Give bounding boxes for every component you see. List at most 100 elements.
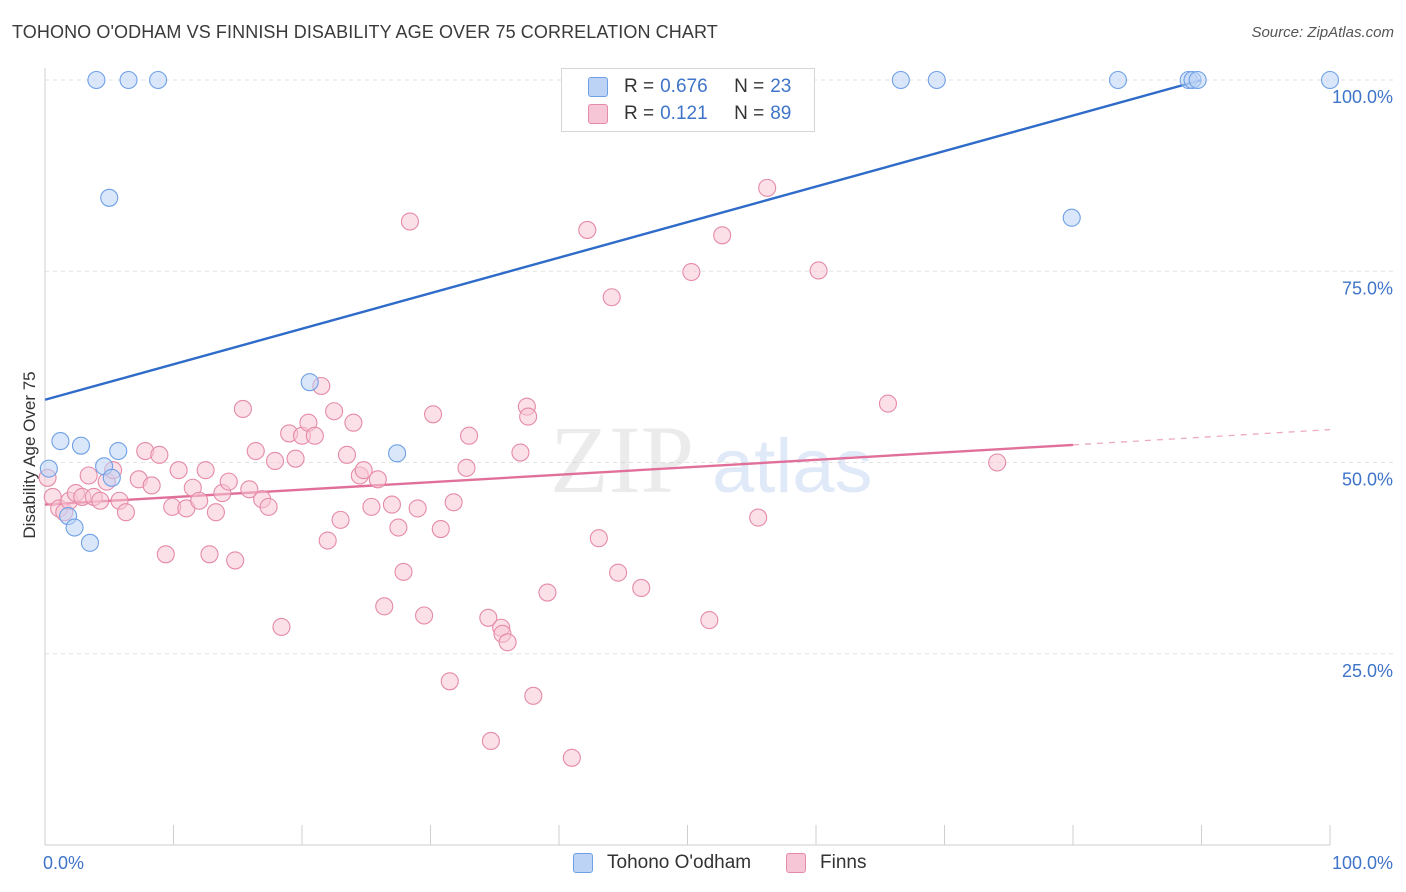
data-point	[219, 472, 238, 491]
data-point	[1188, 70, 1207, 90]
data-point	[1320, 70, 1340, 90]
legend-n-label: N =	[734, 76, 765, 97]
bottom-legend-swatch-tohono	[573, 853, 593, 873]
data-point	[375, 597, 394, 616]
data-point	[331, 510, 350, 529]
data-point	[305, 426, 324, 445]
data-point	[87, 70, 106, 90]
y-tick-label: 50.0%	[1342, 470, 1393, 490]
legend-swatch-tohono	[588, 77, 608, 97]
x-tick-label: 0.0%	[43, 853, 84, 873]
data-point	[190, 491, 209, 510]
bottom-legend-swatch-finns	[786, 853, 806, 873]
data-point	[408, 499, 427, 518]
x-tick-labels: 0.0% 100.0%	[43, 853, 1393, 873]
data-point	[891, 70, 910, 90]
data-point	[749, 508, 768, 527]
data-point	[116, 503, 136, 522]
bottom-legend-label-tohono: Tohono O'odham	[607, 852, 752, 873]
data-point	[286, 449, 305, 468]
data-points	[38, 70, 1340, 767]
legend-r-value: 0.676	[660, 76, 708, 97]
data-point	[368, 470, 387, 489]
y-tick-label: 100.0%	[1332, 87, 1393, 107]
data-point	[700, 611, 719, 630]
data-point	[682, 262, 701, 282]
legend-r-value: 0.121	[660, 103, 708, 124]
legend-row-finns: R = 0.121 N = 89	[588, 102, 791, 126]
data-point	[206, 503, 225, 522]
data-point	[354, 461, 373, 480]
data-point	[362, 497, 381, 516]
data-point	[344, 413, 363, 432]
data-point	[265, 451, 285, 471]
legend-n-value: 89	[770, 103, 792, 124]
data-point	[71, 436, 91, 455]
data-point	[149, 70, 168, 90]
data-point	[150, 445, 169, 464]
data-point	[415, 606, 434, 625]
data-point	[424, 405, 443, 424]
legend-n-value: 23	[770, 76, 792, 97]
trend-line	[44, 78, 1202, 401]
data-point	[226, 551, 245, 570]
watermark-zip: ZIP	[550, 406, 694, 513]
data-point	[524, 686, 543, 705]
data-point	[246, 441, 265, 461]
axes	[44, 68, 1331, 846]
watermark-atlas: atlas	[712, 424, 873, 509]
data-point	[713, 226, 732, 245]
data-point	[809, 261, 828, 280]
data-point	[196, 461, 215, 480]
data-point	[39, 459, 58, 478]
data-point	[609, 563, 628, 582]
data-point	[102, 468, 121, 487]
data-point	[240, 480, 259, 499]
legend-r-label: R =	[624, 76, 655, 97]
x-tick-label: 100.0%	[1332, 853, 1393, 873]
bottom-legend-label-finns: Finns	[820, 852, 867, 873]
data-point	[100, 188, 119, 207]
data-point	[388, 444, 407, 463]
trend-line-extension	[1072, 428, 1331, 446]
data-point	[459, 426, 479, 445]
data-point	[382, 495, 402, 514]
data-point	[878, 394, 898, 413]
data-point	[337, 445, 357, 464]
data-point	[156, 545, 175, 564]
data-point	[233, 399, 252, 419]
watermark: ZIP atlas	[550, 406, 873, 513]
data-point	[91, 491, 110, 510]
data-point	[758, 178, 777, 197]
legend-r-label: R =	[624, 103, 655, 124]
data-point	[538, 583, 557, 602]
data-point	[65, 518, 84, 537]
data-point	[394, 562, 413, 581]
data-point	[51, 432, 70, 451]
data-point	[602, 288, 621, 307]
data-point	[498, 633, 517, 652]
data-point	[632, 578, 651, 598]
data-point	[325, 402, 344, 421]
data-point	[578, 220, 597, 239]
data-point	[259, 497, 278, 516]
legend-n-label: N =	[734, 103, 765, 124]
legend-swatch-finns	[588, 104, 608, 124]
data-point	[519, 407, 538, 426]
bottom-legend-finns: Finns	[786, 852, 866, 874]
data-point	[457, 458, 476, 477]
data-point	[479, 608, 498, 627]
grid-lines	[45, 79, 1395, 655]
data-point	[400, 212, 419, 231]
data-point	[481, 731, 500, 751]
data-point	[431, 520, 450, 539]
data-point	[927, 70, 946, 90]
data-point	[119, 70, 138, 90]
data-point	[109, 441, 128, 461]
data-point	[440, 672, 459, 691]
stats-legend: R = 0.676 N = 23 R = 0.121 N = 89	[561, 68, 815, 132]
data-point	[988, 453, 1007, 472]
data-point	[562, 748, 581, 767]
data-point	[272, 617, 291, 637]
